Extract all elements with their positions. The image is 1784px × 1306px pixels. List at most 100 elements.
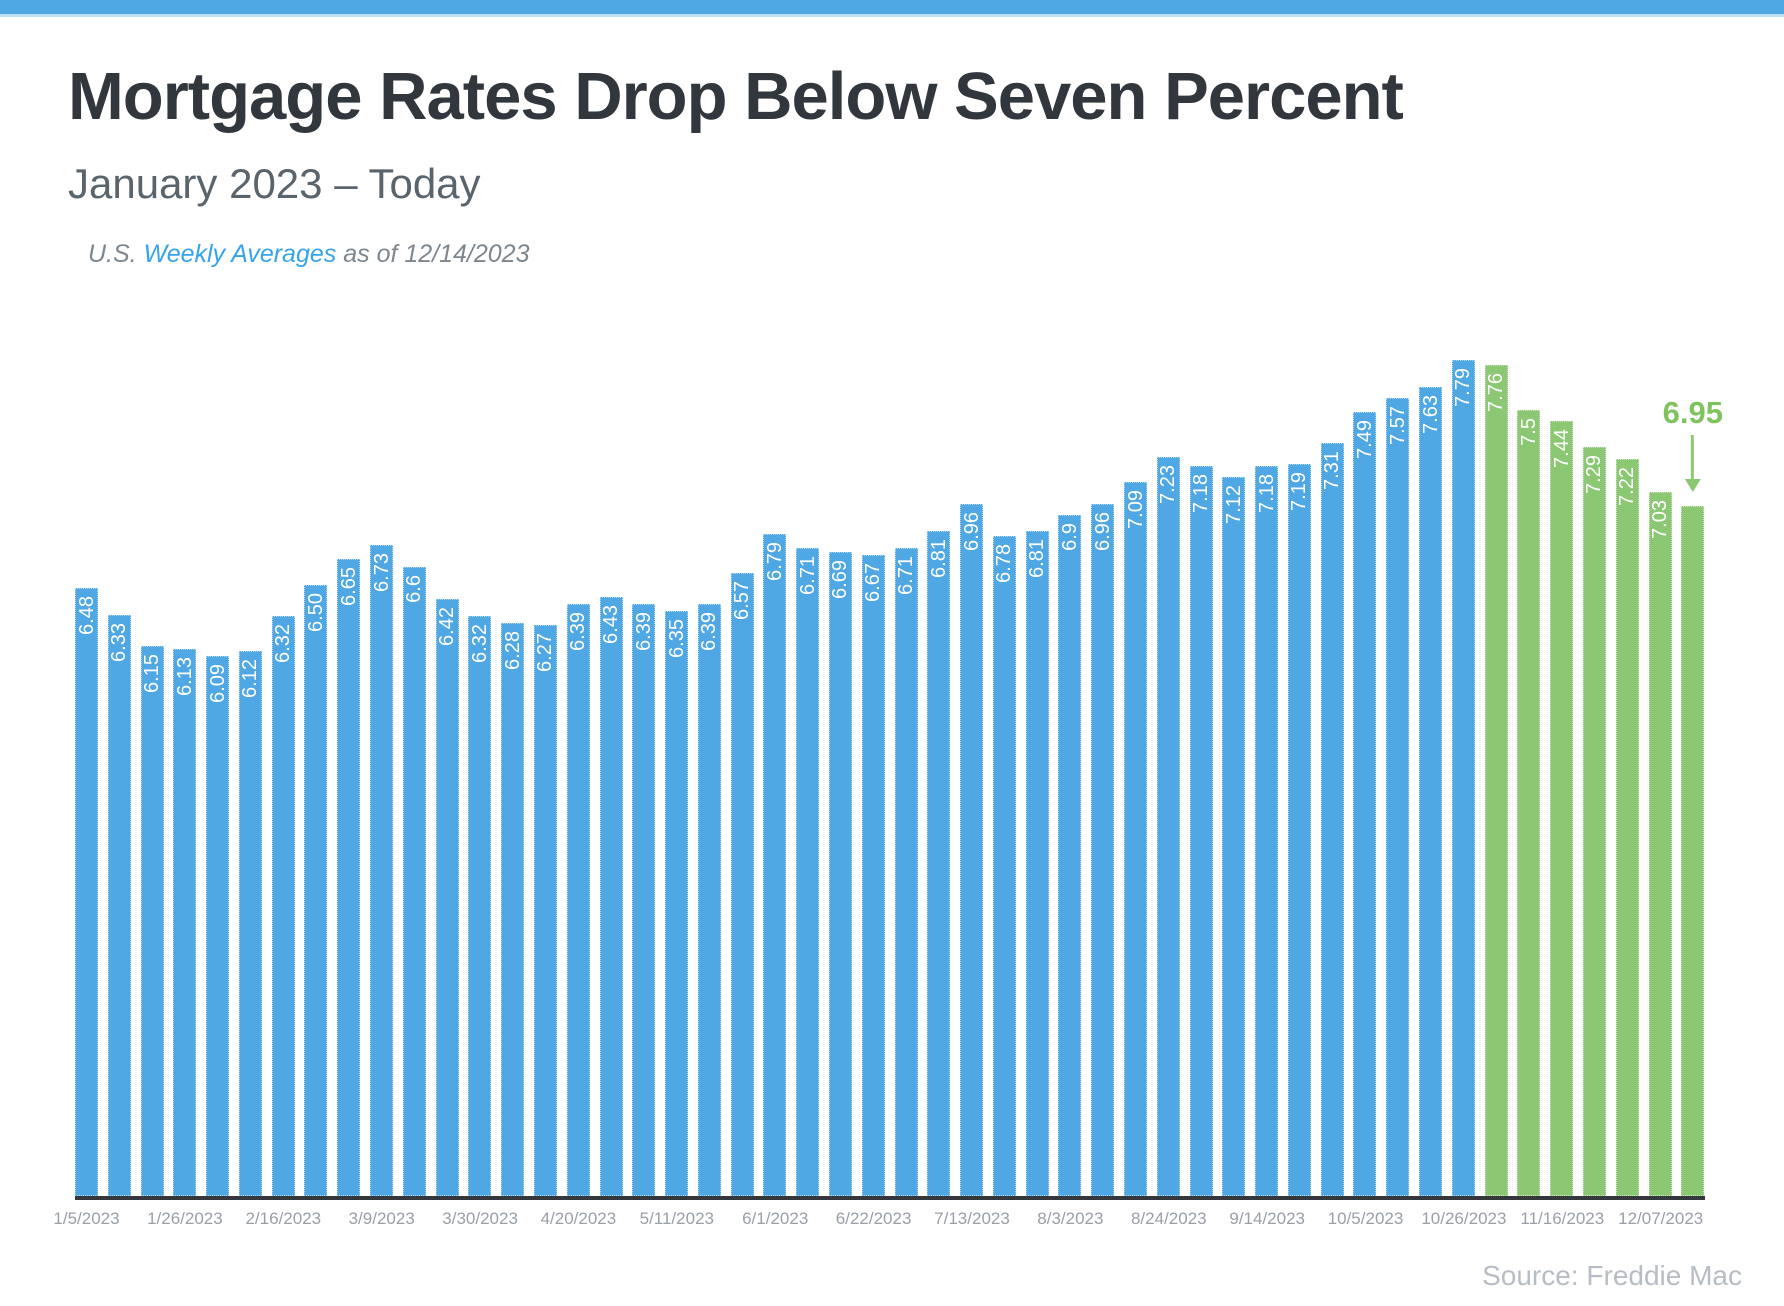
bar: 6.32 xyxy=(271,616,295,1196)
bar: 6.39 xyxy=(697,604,721,1196)
bar: 6.71 xyxy=(796,548,820,1196)
x-axis-labels: 1/5/2023 1/26/2023 2/16/2023 3/9/2023 3/30/2… xyxy=(53,1209,1705,1237)
bar-value-label: 7.29 xyxy=(1583,454,1606,494)
bar-value-label: 7.03 xyxy=(1649,500,1671,540)
bar: 6.79 xyxy=(763,534,787,1196)
page-subtitle: January 2023 – Today xyxy=(68,160,481,207)
bar: 6.81 xyxy=(927,530,951,1196)
bar-value-label: 6.09 xyxy=(206,664,229,704)
note-line: U.S. Weekly Averages as of 12/14/2023 xyxy=(88,240,530,269)
bar-value-label: 7.22 xyxy=(1616,467,1639,506)
bar-value-label: 6.39 xyxy=(567,612,590,651)
x-tick-label: 9/14/2023 xyxy=(1229,1209,1306,1228)
bar: 6.48 xyxy=(75,588,98,1196)
bar-value-label: 6.43 xyxy=(600,605,622,644)
x-tick-label: 6/22/2023 xyxy=(835,1209,912,1228)
latest-value-label: 6.95 xyxy=(1662,395,1723,431)
x-tick-label: 6/1/2023 xyxy=(742,1209,809,1228)
bar: 6.39 xyxy=(566,604,590,1196)
x-tick-label: 3/9/2023 xyxy=(348,1209,415,1228)
bar: 6.96 xyxy=(1091,504,1115,1196)
bar: 6.73 xyxy=(370,544,394,1196)
down-arrow-head-icon xyxy=(1684,479,1701,493)
bar: 6.35 xyxy=(665,611,689,1196)
bar: 6.50 xyxy=(304,584,328,1196)
bar-value-label: 6.32 xyxy=(272,624,295,664)
bar-value-label: 6.81 xyxy=(927,538,950,578)
bar: 6.96 xyxy=(960,504,984,1196)
plot-area: 6.48 6.33 6.15 6.13 6.09 6.12 6.32 6.50 6.65 6.73… xyxy=(75,356,1723,1200)
bar: 6.78 xyxy=(992,535,1016,1196)
note-suffix: as of 12/14/2023 xyxy=(336,240,530,268)
bar-value-label: 7.18 xyxy=(1190,474,1213,513)
bar-value-label: 7.31 xyxy=(1321,451,1344,491)
x-tick-label: 4/20/2023 xyxy=(540,1209,617,1228)
bar-value-label: 6.12 xyxy=(239,659,262,699)
bar-value-label: 6.73 xyxy=(370,552,393,592)
bar-value-label: 6.33 xyxy=(108,622,131,662)
bar-value-label: 6.81 xyxy=(1026,538,1049,578)
bar: 7.09 xyxy=(1124,481,1147,1196)
bar: 6.65 xyxy=(337,558,361,1196)
bar-value-label: 6.27 xyxy=(534,632,557,672)
x-tick-label: 12/07/2023 xyxy=(1618,1209,1704,1228)
bar: 6.81 xyxy=(1025,530,1049,1196)
bar-value-label: 6.79 xyxy=(763,542,786,582)
bar: 6.71 xyxy=(894,548,918,1196)
bar-value-label: 6.35 xyxy=(665,619,688,658)
top-accent-bar xyxy=(0,0,1784,17)
bar-value-label: 7.44 xyxy=(1550,428,1573,468)
bar: 6.6 xyxy=(402,567,426,1196)
bar-value-label: 7.57 xyxy=(1386,405,1409,445)
bar: 6.33 xyxy=(107,614,131,1196)
bar: 7.23 xyxy=(1156,457,1180,1196)
bar-value-label: 7.63 xyxy=(1419,395,1442,435)
bar: 7.63 xyxy=(1419,387,1443,1196)
bar: 7.5 xyxy=(1517,410,1541,1196)
bar: 7.31 xyxy=(1320,443,1344,1196)
bar: 7.57 xyxy=(1386,397,1410,1196)
bar: 7.44 xyxy=(1550,420,1574,1196)
bar-value-label: 6.71 xyxy=(796,556,819,596)
bar-value-label: 6.57 xyxy=(731,580,754,620)
bar: 6.69 xyxy=(828,551,852,1196)
bar-value-label: 6.78 xyxy=(993,543,1016,583)
bar: 6.27 xyxy=(533,624,557,1196)
bar: 6.67 xyxy=(861,555,885,1196)
bar-value-label: 7.23 xyxy=(1157,465,1180,505)
bar-value-label: 7.5 xyxy=(1517,418,1540,446)
bar-value-label: 6.48 xyxy=(75,596,98,636)
bar: 6.39 xyxy=(632,604,656,1196)
bar: 7.49 xyxy=(1353,411,1377,1196)
weekly-averages-link[interactable]: Weekly Averages xyxy=(143,240,337,268)
bar-value-label: 6.96 xyxy=(960,512,983,552)
x-tick-label: 8/3/2023 xyxy=(1037,1209,1104,1228)
bar-value-label: 7.19 xyxy=(1288,472,1311,512)
x-tick-label: 7/13/2023 xyxy=(934,1209,1010,1228)
bar-value-label: 6.65 xyxy=(337,566,360,606)
bar: 6.12 xyxy=(238,651,262,1196)
x-tick-label: 1/26/2023 xyxy=(147,1209,223,1228)
bar: 7.03 xyxy=(1648,492,1672,1196)
x-tick-label: 10/26/2023 xyxy=(1421,1209,1507,1228)
x-tick-label: 8/24/2023 xyxy=(1130,1209,1207,1228)
bar-value-label: 7.49 xyxy=(1353,419,1376,459)
bar-value-label: 6.96 xyxy=(1091,512,1114,552)
x-tick-label: 10/5/2023 xyxy=(1327,1209,1404,1228)
note-prefix: U.S. xyxy=(88,240,144,268)
bar: 6.28 xyxy=(501,623,525,1196)
bar-value-label: 6.9 xyxy=(1058,522,1081,551)
bar-value-label: 6.42 xyxy=(436,606,459,646)
bar-value-label: 7.79 xyxy=(1452,367,1475,407)
bar: 7.22 xyxy=(1615,459,1639,1196)
bar: 7.12 xyxy=(1222,476,1246,1196)
bar-value-label: 7.76 xyxy=(1485,372,1508,412)
page-title: Mortgage Rates Drop Below Seven Percent xyxy=(68,59,1404,134)
bar: 6.42 xyxy=(435,598,459,1196)
bar: 6.43 xyxy=(599,597,623,1196)
bar-value-label: 6.32 xyxy=(468,624,491,664)
bar: 6.9 xyxy=(1058,514,1082,1196)
bar-value-label: 6.71 xyxy=(895,556,918,596)
bar: 7.76 xyxy=(1484,364,1508,1196)
